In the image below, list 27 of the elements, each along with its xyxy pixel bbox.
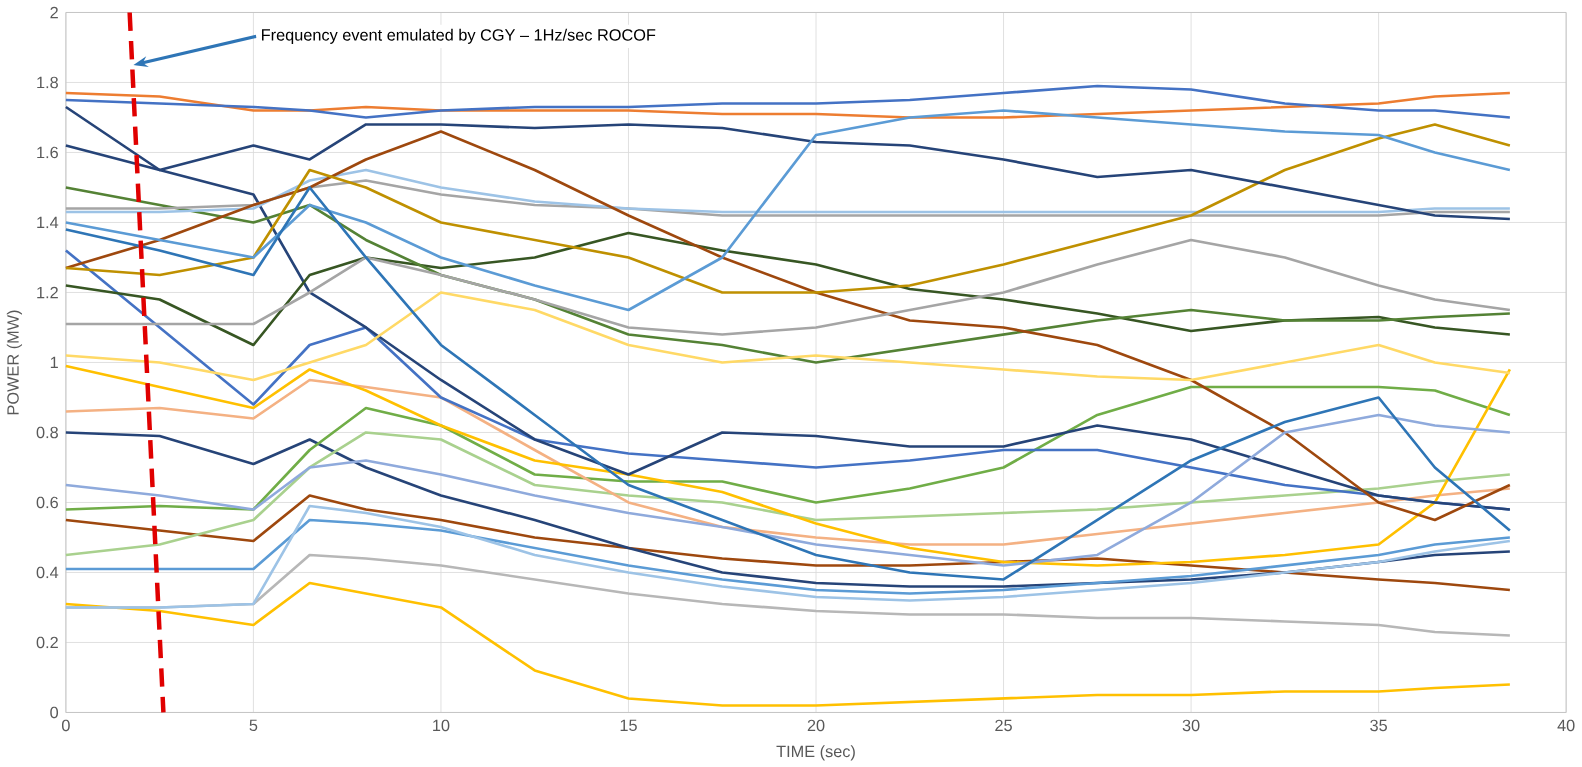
y-tick-label: 2 <box>50 6 58 19</box>
y-tick-label: 1 <box>50 356 58 368</box>
x-tick-label: 15 <box>620 719 637 731</box>
y-tick-label: 1.4 <box>37 216 59 228</box>
line-series <box>64 431 1512 557</box>
y-tick-label: 0.6 <box>36 496 58 509</box>
x-tick-label: 10 <box>433 719 450 732</box>
x-tick-label: 20 <box>807 719 825 732</box>
line-series <box>64 84 1512 119</box>
line-series <box>64 364 1512 567</box>
x-tick-label: 40 <box>1557 719 1575 732</box>
x-tick-label: 35 <box>1370 719 1387 732</box>
x-tick-label: 30 <box>1182 719 1200 732</box>
annotation: Frequency event emulated by CGY – 1Hz/sec ROCOF <box>262 28 656 44</box>
x-tick-label: 25 <box>995 719 1012 732</box>
line-series <box>64 504 1512 609</box>
y-tick-label: 1.6 <box>37 146 58 159</box>
y-tick-label: 0.8 <box>36 426 58 439</box>
y-tick-label: 0 <box>50 706 59 719</box>
x-tick-label: 0 <box>61 719 70 732</box>
x-axis-title: TIME (sec) <box>776 745 855 761</box>
y-tick-label: 1.8 <box>37 76 58 89</box>
y-tick-label: 0.2 <box>36 636 58 649</box>
y-tick-label: 0.4 <box>36 566 59 579</box>
y-axis-title: POWER (MW) <box>6 310 23 415</box>
y-tick-label: 1.2 <box>37 286 58 299</box>
x-tick-label: 5 <box>249 719 258 731</box>
